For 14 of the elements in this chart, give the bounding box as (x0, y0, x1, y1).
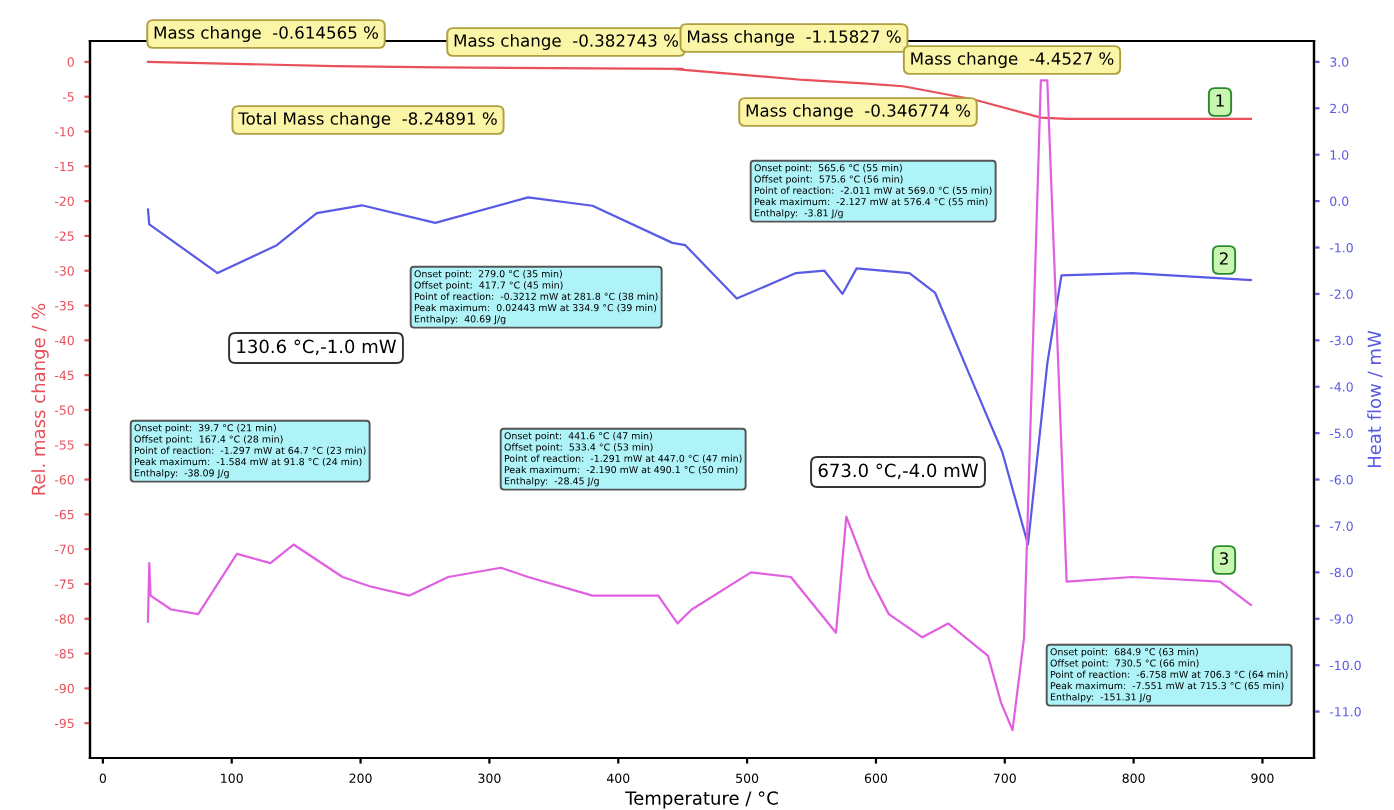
annotation: Mass change -0.614565 % (154, 25, 379, 43)
y2-axis-title: Heat flow / mW (1367, 330, 1383, 468)
annotation: Total Mass change -8.24891 % (238, 111, 497, 129)
annotation: 130.6 °C,-1.0 mW (237, 339, 397, 356)
annotation: 1 (1216, 94, 1224, 107)
annotation: Mass change -0.346774 % (746, 103, 971, 121)
y-axis-title: Rel. mass change / % (31, 303, 49, 495)
annotation: Mass change -0.382743 % (454, 33, 679, 51)
annotation: Mass change -1.15827 % (688, 29, 901, 47)
annotation: 673.0 °C,-4.0 mW (818, 463, 979, 480)
annotation: 3 (1219, 552, 1228, 565)
annotation: 2 (1219, 252, 1228, 265)
annotation: Mass change -4.4527 % (911, 51, 1114, 69)
x-axis-title: Temperature / °C (625, 791, 778, 809)
